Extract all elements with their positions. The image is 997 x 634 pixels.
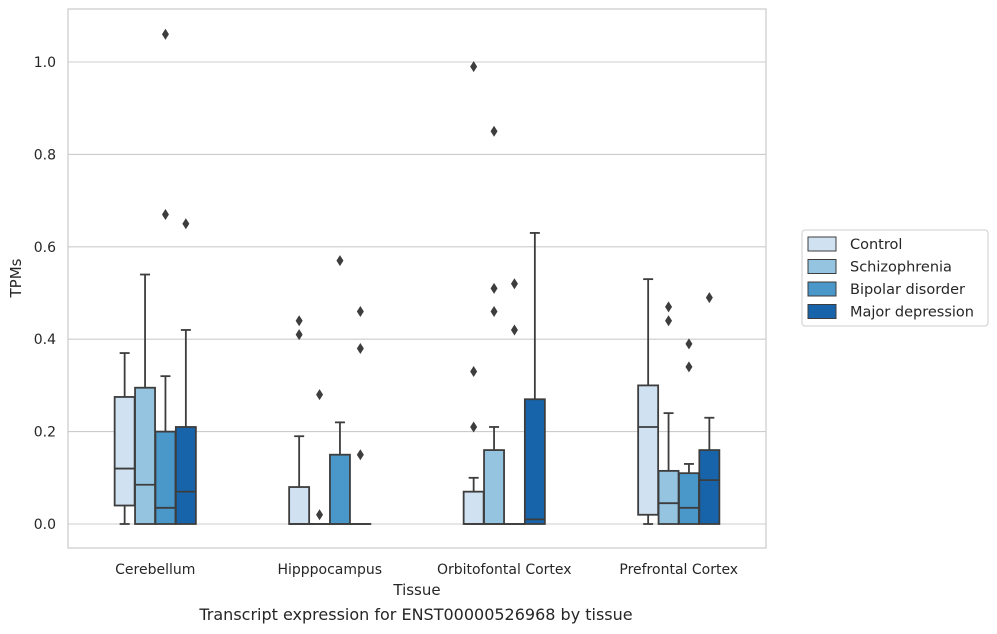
box-control: [113, 352, 136, 525]
box-schizophrenia: [657, 301, 680, 525]
outlier-point: [685, 361, 693, 373]
x-axis-ticks: Cerebellum Hipppocampus Orbitofontal Corte…: [115, 562, 738, 578]
x-tick-label: Hipppocampus: [277, 562, 382, 578]
box-major-depression: [698, 292, 721, 525]
box-major-depression: [523, 232, 546, 525]
outlier-point: [685, 338, 693, 350]
y-tick-label: 1.0: [34, 55, 56, 71]
outlier-point: [356, 305, 364, 317]
box-body: [154, 430, 177, 525]
box-schizophrenia: [308, 389, 331, 525]
outlier-point: [470, 61, 478, 73]
box-schizophrenia: [134, 273, 156, 525]
box-bipolar-disorder: [678, 338, 700, 525]
legend-swatch: [807, 236, 837, 252]
legend-swatch: [807, 259, 837, 274]
outlier-point: [510, 278, 518, 290]
legend-label: Bipolar disorder: [850, 282, 965, 298]
box-bipolar-disorder: [503, 278, 526, 525]
legend-swatch: [807, 304, 837, 319]
box-body: [462, 490, 485, 525]
box-control: [462, 61, 485, 525]
outlier-point: [665, 315, 673, 327]
box-body: [523, 398, 546, 525]
x-tick-label: Orbitofontal Cortex: [437, 562, 572, 578]
box-body: [678, 472, 700, 525]
box-body: [288, 486, 311, 525]
outlier-point: [490, 282, 498, 294]
y-tick-label: 0.6: [34, 240, 56, 256]
y-tick-label: 0.0: [34, 517, 56, 533]
x-tick-label: Prefrontal Cortex: [619, 562, 738, 578]
box-control: [637, 278, 660, 525]
outlier-point: [490, 305, 498, 317]
x-tick-label: Cerebellum: [115, 562, 195, 578]
outlier-point: [470, 421, 478, 433]
figure-caption: Transcript expression for ENST0000052696…: [199, 605, 633, 624]
legend: Control Schizophrenia Bipolar disorder Majo…: [801, 229, 989, 327]
outlier-point: [470, 366, 478, 378]
outlier-point: [356, 449, 364, 461]
outlier-point: [705, 292, 713, 304]
legend-label: Control: [850, 237, 902, 253]
outlier-point: [161, 28, 169, 40]
outlier-point: [665, 301, 673, 313]
box-body: [483, 449, 505, 525]
outlier-point: [510, 324, 518, 336]
outlier-point: [295, 315, 303, 327]
x-axis-label: Tissue: [392, 581, 440, 599]
outlier-point: [316, 509, 324, 521]
box-control: [288, 315, 311, 525]
box-body: [174, 426, 197, 525]
box-body: [698, 449, 721, 525]
outlier-point: [356, 342, 364, 354]
box-body: [329, 453, 351, 525]
y-tick-label: 0.8: [34, 147, 56, 163]
box-bipolar-disorder: [329, 255, 351, 525]
box-major-depression: [174, 218, 197, 525]
y-tick-label: 0.4: [34, 332, 56, 348]
outlier-point: [490, 125, 498, 137]
outlier-point: [295, 329, 303, 341]
box-body: [657, 469, 680, 525]
box-major-depression: [349, 305, 372, 525]
box-schizophrenia: [483, 125, 505, 525]
y-tick-label: 0.2: [34, 425, 56, 441]
box-bipolar-disorder: [154, 28, 177, 525]
legend-swatch: [807, 281, 837, 297]
y-axis-ticks: 0.0 0.2 0.4 0.6 0.8 1.0: [34, 55, 56, 533]
box-body: [637, 384, 660, 516]
outlier-point: [336, 255, 344, 267]
box-body: [134, 386, 156, 525]
legend-label: Schizophrenia: [850, 260, 952, 276]
box-body: [113, 396, 136, 507]
y-axis-label: TPMs: [7, 258, 25, 298]
outlier-point: [161, 208, 169, 220]
box-groups: [113, 28, 721, 525]
outlier-point: [182, 218, 190, 230]
plot-area-frame: [67, 8, 767, 549]
outlier-point: [316, 389, 324, 401]
legend-label: Major depression: [850, 305, 974, 321]
legend-frame: [801, 229, 989, 327]
